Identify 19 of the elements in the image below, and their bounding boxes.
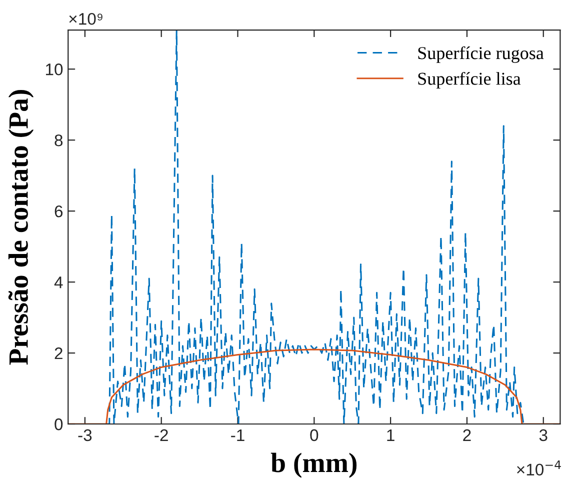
y-tick-label: 8: [54, 134, 63, 146]
y-axis-title: Pressão de contato (Pa): [8, 90, 34, 365]
x-tick-label: 1: [387, 429, 394, 441]
legend-label: Superfície rugosa: [418, 46, 544, 63]
text: ×10$^{−4}$: [517, 460, 561, 476]
text: ×10⁹: [69, 12, 102, 25]
y-tick-label: 2: [54, 347, 62, 360]
y-tick-label: 4: [54, 276, 63, 288]
x-tick-label: -1: [231, 429, 244, 441]
y-tick-label: 10: [46, 64, 63, 76]
x-tick-label: -3: [78, 429, 92, 442]
x-tick-label: 0: [310, 429, 318, 442]
y-tick-label: 6: [54, 205, 63, 218]
x-axis-title: b (mm): [270, 452, 357, 478]
x-tick-label: 3: [539, 429, 548, 442]
y-tick-label: 0: [54, 418, 63, 430]
x-tick-label: -2: [154, 429, 168, 441]
legend-label: Superfície lisa: [418, 72, 521, 89]
x-tick-label: 2: [463, 429, 471, 441]
